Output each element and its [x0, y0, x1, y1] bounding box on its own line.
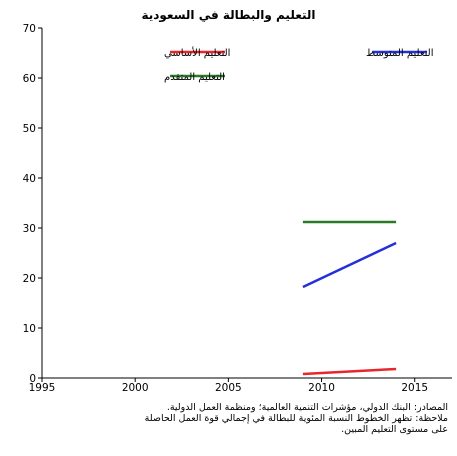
chart-title: التعليم والبطالة في السعودية	[141, 8, 316, 22]
chart-notes: المصادر: البنك الدولي، مؤشرات التنمية ال…	[20, 402, 448, 435]
x-tick-label: 2015	[401, 382, 428, 394]
line-chart: 0 10 20 30 40 50 60 70 1995 2000 2005 2010 2015 التعل…	[23, 23, 452, 394]
series-line-1	[302, 367, 397, 376]
series-line-2	[302, 241, 397, 289]
legend-label-1: التعليم الأساسي	[164, 46, 230, 59]
legend-label-2: التعليم المتوسط	[366, 48, 434, 59]
x-tick-label: 1995	[29, 382, 56, 394]
y-tick-label: 30	[23, 223, 36, 235]
y-tick-label: 60	[23, 73, 36, 85]
x-tick-label: 2010	[308, 382, 335, 394]
y-tick-label: 50	[23, 123, 36, 135]
note-line-1: ملاحظة: تظهر الخطوط النسبة المئوية للبطا…	[144, 413, 448, 424]
y-tick-label: 0	[29, 373, 36, 385]
y-tick-label: 20	[23, 273, 36, 285]
x-tick-label: 2005	[215, 382, 242, 394]
y-tick-label: 40	[23, 173, 36, 185]
source-note: المصادر: البنك الدولي، مؤشرات التنمية ال…	[166, 402, 448, 413]
note-line-2: على مستوى التعليم المبين.	[341, 424, 448, 435]
y-tick-label: 10	[23, 323, 36, 335]
x-tick-label: 2000	[122, 382, 149, 394]
y-tick-label: 70	[23, 23, 36, 35]
legend-label-3: التعليم المتقدم	[164, 72, 225, 83]
